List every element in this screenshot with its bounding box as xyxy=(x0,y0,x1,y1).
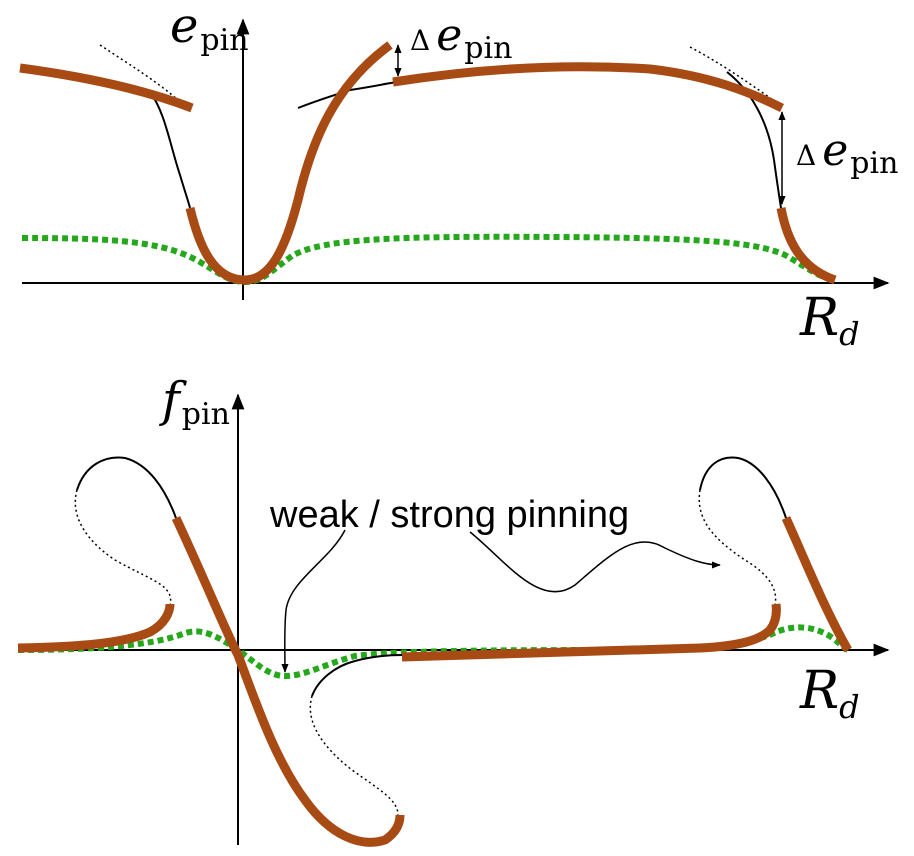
force-panel: fpin Rd weak / strong pinning xyxy=(17,372,890,847)
energy-branch-plateau xyxy=(392,62,785,113)
energy-branch-left-thin xyxy=(149,91,191,209)
energy-y-axis-label: epin xyxy=(170,0,249,58)
weak-force-curve xyxy=(17,624,850,680)
energy-tangent-right xyxy=(689,46,781,106)
weak-energy-curve xyxy=(21,233,836,286)
force-branch-flat xyxy=(401,603,781,662)
force-branch-left-thin xyxy=(76,456,177,519)
force-y-axis-label: fpin xyxy=(159,372,230,432)
pinning-annotation: weak / strong pinning xyxy=(269,494,629,536)
annotation-pointer-right xyxy=(469,531,721,593)
force-unstable-left xyxy=(74,489,172,606)
annotation-pointer-left xyxy=(281,529,346,673)
force-branch-center-thin xyxy=(311,654,403,697)
energy-branch-far-left xyxy=(19,63,194,113)
energy-x-axis-label: Rd xyxy=(799,288,860,353)
force-branch-right-thin xyxy=(699,456,787,519)
force-unstable-center xyxy=(309,695,399,816)
energy-tangent-left xyxy=(99,44,179,101)
force-branch-far-left xyxy=(17,603,175,653)
energy-branch-well xyxy=(185,41,393,285)
force-unstable-right xyxy=(698,489,777,606)
force-branch-crossing xyxy=(171,516,405,847)
energy-branch-right-drop xyxy=(776,207,837,285)
force-branch-right-drop xyxy=(781,516,852,653)
force-x-axis-label: Rd xyxy=(799,661,860,726)
